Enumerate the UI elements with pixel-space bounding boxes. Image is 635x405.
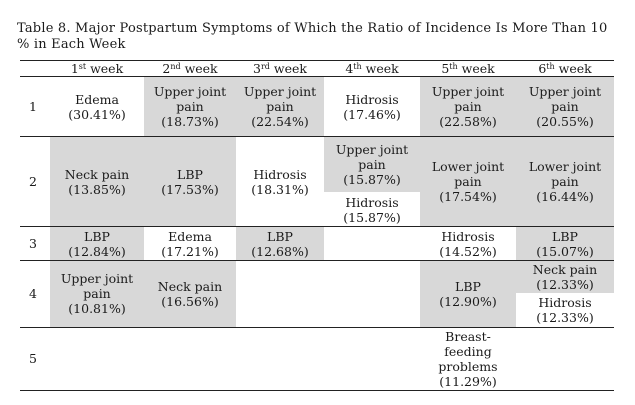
- rank-number: 1: [20, 76, 50, 137]
- table-row-2b: Hidrosis (15.87%): [20, 192, 614, 227]
- cell-w4: [324, 327, 420, 391]
- cell-w1: Upper joint pain (10.81%): [50, 260, 144, 328]
- header-week-1: 1st week: [50, 60, 144, 77]
- header-rank: [20, 60, 50, 77]
- rank-number: 2: [20, 136, 50, 227]
- cell-w3: [236, 327, 324, 391]
- cell-w4: [324, 226, 420, 261]
- cell-w4: [324, 260, 420, 328]
- cell-w6: Lower joint pain (16.44%): [516, 136, 614, 227]
- cell-w6: Upper joint pain (20.55%): [516, 76, 614, 137]
- header-week-3: 3rd week: [236, 60, 324, 77]
- header-week-4: 4th week: [324, 60, 420, 77]
- cell-w3: Upper joint pain (22.54%): [236, 76, 324, 137]
- cell-w2: Upper joint pain (18.73%): [144, 76, 236, 137]
- table-row-4: 4 Upper joint pain (10.81%) Neck pain (16.5…: [20, 260, 614, 328]
- cell-w1: Neck pain (13.85%): [50, 136, 144, 227]
- cell-w1: Edema (30.41%): [50, 76, 144, 137]
- rank-number: 3: [20, 226, 50, 261]
- cell-w5: Hidrosis (14.52%): [420, 226, 516, 261]
- cell-w6-bottom: Hidrosis (12.33%): [516, 293, 614, 328]
- cell-w1: [50, 327, 144, 391]
- cell-w4: Hidrosis (17.46%): [324, 76, 420, 137]
- cell-w2: LBP (17.53%): [144, 136, 236, 227]
- cell-w5: Upper joint pain (22.58%): [420, 76, 516, 137]
- cell-w6-top: Neck pain (12.33%): [516, 260, 614, 293]
- rank-number: 5: [20, 327, 50, 391]
- cell-w1: LBP (12.84%): [50, 226, 144, 261]
- cell-w5: Breast-feeding problems (11.29%): [420, 327, 516, 391]
- cell-w3: [236, 260, 324, 328]
- cell-w5: Lower joint pain (17.54%): [420, 136, 516, 227]
- cell-w6: LBP (15.07%): [516, 226, 614, 261]
- cell-w3: LBP (12.68%): [236, 226, 324, 261]
- header-week-6: 6th week: [516, 60, 614, 77]
- cell-w5: LBP (12.90%): [420, 260, 516, 328]
- table-row-1: 1 Edema (30.41%) Upper joint pain (18.73%) …: [20, 76, 614, 137]
- cell-w3: Hidrosis (18.31%): [236, 136, 324, 227]
- table-row-5: 5 Breast-feeding problems (11.29%): [20, 327, 614, 391]
- table-row-3: 3 LBP (12.84%) Edema (17.21%) LBP (12.68%) …: [20, 226, 614, 261]
- cell-w6: [516, 327, 614, 391]
- cell-w2: Neck pain (16.56%): [144, 260, 236, 328]
- cell-w2: [144, 327, 236, 391]
- cell-w4-top: Upper joint pain (15.87%): [324, 136, 420, 193]
- header-week-2: 2nd week: [144, 60, 236, 77]
- table-row-4b: Hidrosis (12.33%): [20, 293, 614, 328]
- table-caption: Table 8. Major Postpartum Symptoms of Wh…: [17, 21, 608, 52]
- cell-w2: Edema (17.21%): [144, 226, 236, 261]
- rank-number: 4: [20, 260, 50, 328]
- header-row: 1st week 2nd week 3rd week 4th week 5th …: [20, 60, 614, 77]
- cell-w4-bottom: Hidrosis (15.87%): [324, 192, 420, 227]
- table-row-2: 2 Neck pain (13.85%) LBP (17.53%) Hidrosis…: [20, 136, 614, 227]
- header-week-5: 5th week: [420, 60, 516, 77]
- symptoms-table: 1st week 2nd week 3rd week 4th week 5th …: [20, 60, 614, 391]
